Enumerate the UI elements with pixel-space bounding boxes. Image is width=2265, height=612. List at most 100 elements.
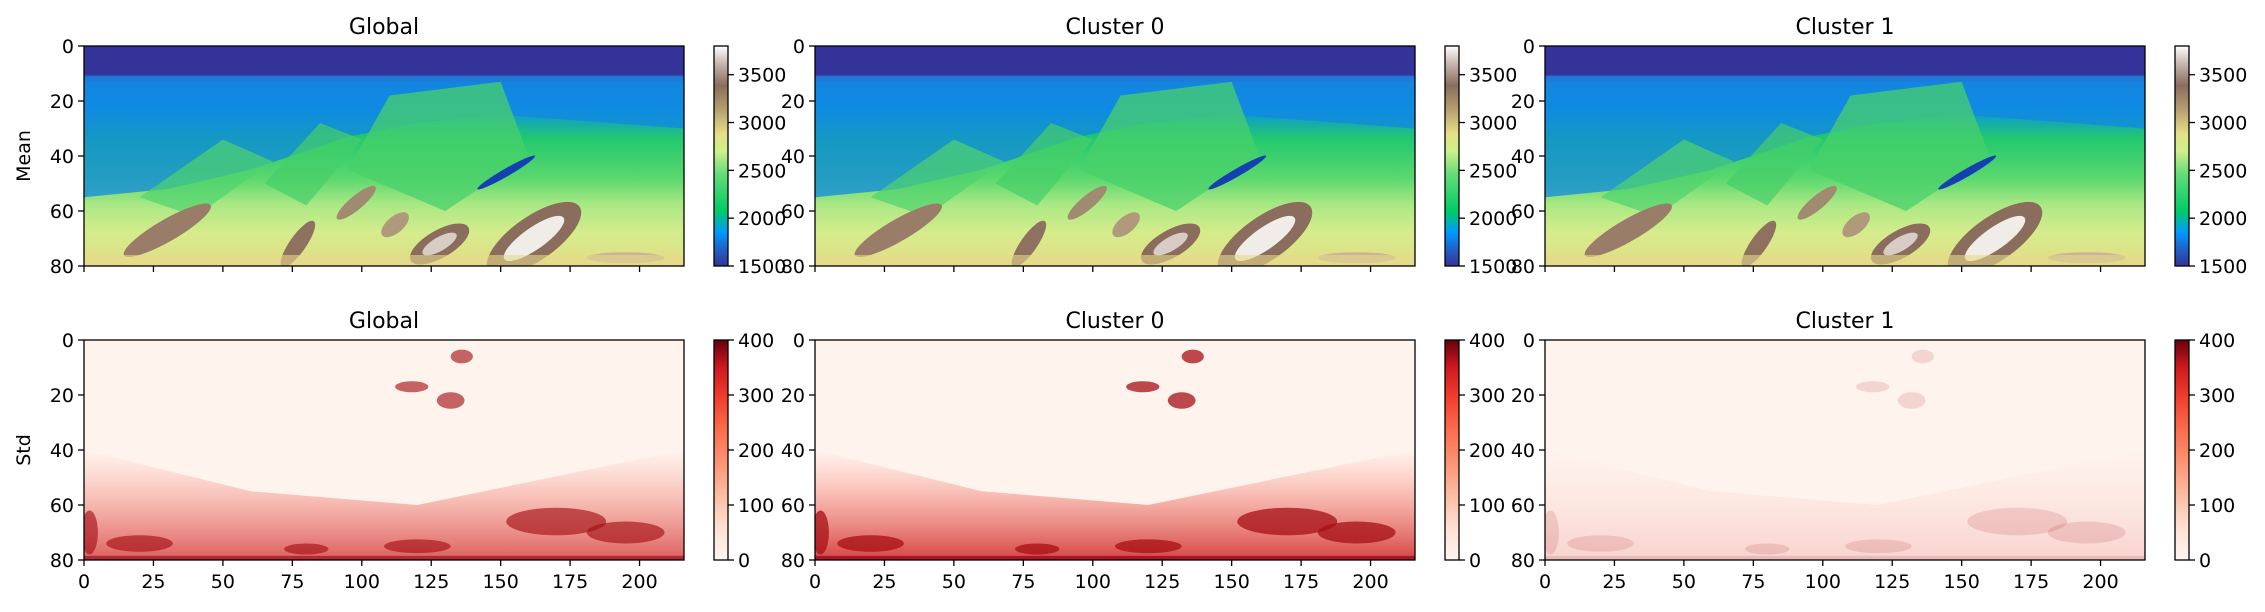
- colorbar-tick-label: 3000: [738, 113, 786, 135]
- colorbar-tick-label: 1500: [2199, 256, 2247, 278]
- y-tick-label: 60: [781, 201, 805, 223]
- x-tick-label: 175: [2013, 571, 2049, 593]
- x-tick-label: 200: [2082, 571, 2118, 593]
- x-tick-label: 0: [78, 571, 90, 593]
- colorbar-tick-label: 2500: [738, 160, 786, 182]
- mean-field-features: [1545, 81, 2145, 266]
- colorbar-tick-label: 200: [2199, 440, 2235, 462]
- y-tick-label: 40: [50, 146, 74, 168]
- colorbar-frame: [2174, 45, 2190, 267]
- colorbar-tick-label: 0: [1469, 550, 1481, 572]
- x-tick-label: 150: [483, 571, 519, 593]
- colorbar-tick-label: 300: [738, 385, 774, 407]
- colorbar-tick-label: 3500: [2199, 65, 2247, 87]
- y-tick-label: 20: [781, 385, 805, 407]
- x-tick-label: 175: [552, 571, 588, 593]
- heatmap-image: [1545, 340, 2145, 560]
- colorbar-tick-label: 2000: [738, 208, 786, 230]
- colorbar-tick-label: 100: [2199, 495, 2235, 517]
- x-tick-label: 75: [1741, 571, 1765, 593]
- y-tick-label: 0: [793, 330, 805, 352]
- heatmap-image: [815, 46, 1415, 266]
- y-tick-label: 40: [781, 440, 805, 462]
- y-tick-label: 0: [62, 330, 74, 352]
- colorbar-tick-label: 0: [738, 550, 750, 572]
- x-tick-label: 125: [1874, 571, 1910, 593]
- colorbar-tick-label: 100: [738, 495, 774, 517]
- colorbar-tick-label: 3500: [1469, 65, 1517, 87]
- y-tick-label: 40: [1511, 146, 1535, 168]
- colorbar-tick-label: 3000: [1469, 113, 1517, 135]
- colorbar: [714, 46, 728, 266]
- panel-title: Cluster 0: [1065, 309, 1164, 334]
- heatmap-image: [815, 340, 1415, 560]
- std-field-features: [815, 349, 1415, 560]
- colorbar-tick-label: 2500: [2199, 160, 2247, 182]
- y-tick-label: 60: [781, 495, 805, 517]
- std-field-features: [84, 349, 684, 560]
- colorbar-frame: [1444, 45, 1460, 267]
- y-tick-label: 60: [50, 495, 74, 517]
- colorbar: [2175, 340, 2189, 560]
- colorbar-tick-label: 3000: [2199, 113, 2247, 135]
- colorbar-tick-label: 1500: [1469, 256, 1517, 278]
- colorbar: [1445, 46, 1459, 266]
- y-tick-label: 80: [1511, 550, 1535, 572]
- y-tick-label: 80: [781, 550, 805, 572]
- mean-field-features: [815, 81, 1415, 266]
- y-tick-label: 40: [1511, 440, 1535, 462]
- x-tick-label: 100: [1075, 571, 1111, 593]
- x-tick-label: 150: [1944, 571, 1980, 593]
- panel-title: Cluster 0: [1065, 15, 1164, 40]
- colorbar-tick-label: 400: [1469, 330, 1505, 352]
- x-tick-label: 50: [942, 571, 966, 593]
- colorbar-tick-label: 300: [2199, 385, 2235, 407]
- x-tick-label: 25: [1602, 571, 1626, 593]
- y-tick-label: 80: [781, 256, 805, 278]
- y-tick-label: 20: [1511, 385, 1535, 407]
- x-tick-label: 150: [1214, 571, 1250, 593]
- x-tick-label: 100: [344, 571, 380, 593]
- colorbar-tick-label: 0: [2199, 550, 2211, 572]
- colorbar-tick-label: 2000: [1469, 208, 1517, 230]
- colorbar-tick-label: 3500: [738, 65, 786, 87]
- panel-title: Global: [349, 15, 419, 40]
- x-tick-label: 125: [1144, 571, 1180, 593]
- colorbar-tick-label: 200: [1469, 440, 1505, 462]
- heatmap-image: [84, 340, 684, 560]
- colorbar-tick-label: 300: [1469, 385, 1505, 407]
- colorbar: [1445, 340, 1459, 560]
- x-tick-label: 50: [211, 571, 235, 593]
- x-tick-label: 125: [413, 571, 449, 593]
- x-tick-label: 200: [621, 571, 657, 593]
- x-tick-label: 200: [1352, 571, 1388, 593]
- std-field-features: [1545, 349, 2145, 560]
- x-tick-label: 0: [1539, 571, 1551, 593]
- row-label: Mean: [13, 130, 35, 182]
- colorbar: [714, 340, 728, 560]
- panel-0-0: Global 0 20 40 60 80 Mean 1500 2000 2500 3000 3500: [13, 15, 786, 278]
- y-tick-label: 20: [50, 385, 74, 407]
- colorbar-tick-label: 1500: [738, 256, 786, 278]
- y-tick-label: 80: [50, 256, 74, 278]
- panel-0-2: Cluster 1 0 20 40 60 80 1500 2000 2500 3000 3500: [1511, 15, 2248, 278]
- y-tick-label: 20: [781, 91, 805, 113]
- colorbar-tick-label: 100: [1469, 495, 1505, 517]
- colorbar-tick-label: 2500: [1469, 160, 1517, 182]
- panel-0-1: Cluster 0 0 20 40 60 80 1500 2000 2500 3000 3500: [781, 15, 1518, 278]
- y-tick-label: 0: [1523, 330, 1535, 352]
- x-tick-label: 25: [872, 571, 896, 593]
- y-tick-label: 20: [1511, 91, 1535, 113]
- x-tick-label: 75: [280, 571, 304, 593]
- panels-layer: Global020406080Mean15002000250030003500C…: [13, 15, 2247, 593]
- panel-title: Global: [349, 309, 419, 334]
- y-tick-label: 40: [781, 146, 805, 168]
- y-tick-label: 80: [50, 550, 74, 572]
- y-tick-label: 60: [1511, 495, 1535, 517]
- heatmap-image: [1545, 46, 2145, 266]
- x-tick-label: 175: [1283, 571, 1319, 593]
- row-label: Std: [13, 434, 35, 466]
- colorbar-frame: [713, 45, 729, 267]
